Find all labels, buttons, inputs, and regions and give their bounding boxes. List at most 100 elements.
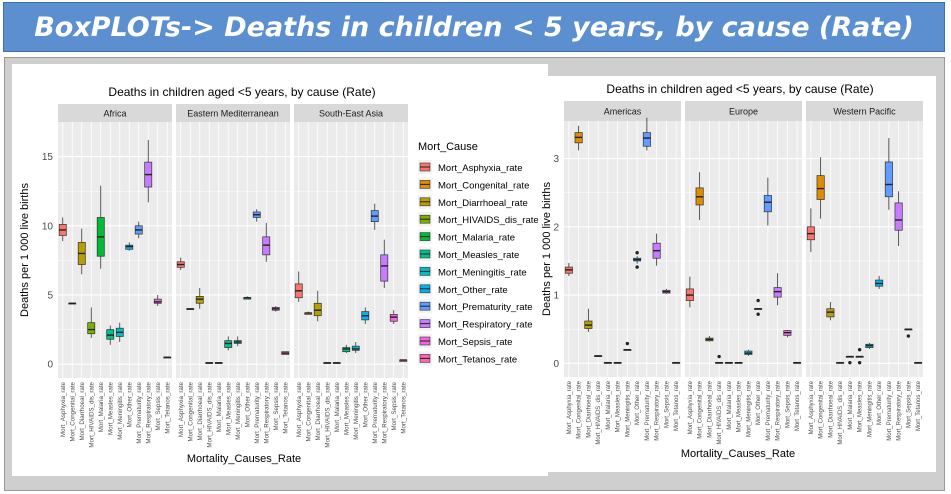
facet-strip-c1 xyxy=(564,101,681,121)
x-tick-label-c0: Mort_Diarrhoeal_rate xyxy=(79,381,86,440)
x-tick-label-c0: Mort_Measles_rate xyxy=(107,381,114,435)
outlier-point-c1 xyxy=(625,341,630,346)
panel-background-c0 xyxy=(58,122,172,378)
box-c0-africa-3 xyxy=(87,307,96,338)
box-c1-western-pacific-11 xyxy=(914,361,923,364)
box-c0-south-east-asia-11 xyxy=(399,359,408,362)
box-c0-africa-11 xyxy=(163,356,172,359)
x-tick-label-c0: Mort_HIVAIDS_dis_rate xyxy=(206,381,213,447)
y-tick-label-c1: 1 xyxy=(553,291,559,302)
box-c1-western-pacific-9 xyxy=(894,191,903,246)
box-c0-south-east-asia-9 xyxy=(380,239,389,289)
legend-title: Mort_Cause xyxy=(418,141,478,153)
box-c0-africa-2 xyxy=(77,228,86,275)
box-body xyxy=(763,195,772,213)
box-c1-americas-7 xyxy=(633,256,642,264)
legend-entry: Mort_Meningitis_rate xyxy=(438,267,527,278)
box-c1-western-pacific-5 xyxy=(855,355,864,358)
legend-entry: Mort_Malaria_rate xyxy=(438,233,515,244)
legend-entry: Mort_Sepsis_rate xyxy=(438,337,512,348)
x-tick-label-c1: Mort_Sepsis_rate xyxy=(906,380,912,428)
x-tick-label-c1: Mort_HIVAIDS_dis_rate xyxy=(596,380,602,444)
x-tick-label-c0: Mort_Tetanos_rate xyxy=(400,381,407,433)
boxplot-right: Deaths in children aged <5 years, by cau… xyxy=(538,76,936,472)
x-tick-label-c0: Mort_Congenital_rate xyxy=(305,381,312,441)
x-tick-label-c1: Mort_Malaria_rate xyxy=(848,380,854,429)
box-c1-europe-3 xyxy=(715,361,724,364)
box-body xyxy=(894,202,903,231)
box-c1-americas-9 xyxy=(652,233,661,266)
boxplot-left-svg: Deaths in children aged <5 years, by cau… xyxy=(19,85,539,465)
x-axis-label-c1: Mortality_Causes_Rate xyxy=(681,448,795,460)
box-c1-europe-1 xyxy=(695,172,704,220)
box-c1-europe-10 xyxy=(783,329,792,338)
legend-entry: Mort_Other_rate xyxy=(438,285,508,296)
legend-entry: Mort_Measles_rate xyxy=(438,250,519,261)
x-tick-label-c1: Mort_Diarrhoeal_rate xyxy=(828,380,834,437)
box-body xyxy=(884,161,893,198)
x-tick-label-c1: Mort_Tetanos_rate xyxy=(916,380,922,431)
box-c0-south-east-asia-4 xyxy=(332,362,341,364)
x-tick-label-c1: Mort_Other_rate xyxy=(877,380,883,425)
box-c0-eastern-mediterranean-4 xyxy=(214,362,223,364)
x-tick-label-c1: Mort_Prematurity_rate xyxy=(645,380,651,440)
outlier-point-c1 xyxy=(756,312,760,316)
x-tick-label-c1: Mort_Respiratory_rate xyxy=(655,380,661,440)
x-tick-label-c0: Mort_Diarrhoeal_rate xyxy=(315,381,322,440)
outlier-point-c1 xyxy=(857,347,862,352)
box-c1-europe-6 xyxy=(744,349,753,356)
x-tick-label-c1: Mort_Asphyxia_rate xyxy=(688,380,694,434)
box-c0-africa-7 xyxy=(125,242,134,251)
boxplot-left: Deaths in children aged <5 years, by cau… xyxy=(12,64,548,476)
box-c0-africa-8 xyxy=(134,221,143,239)
x-tick-label-c1: Mort_Diarrhoeal_rate xyxy=(707,380,713,437)
box-c0-south-east-asia-8 xyxy=(370,203,379,230)
chart-title-c1: Deaths in children aged <5 years, by cau… xyxy=(606,82,873,96)
box-c1-western-pacific-7 xyxy=(875,275,884,289)
x-tick-label-c1: Mort_Respiratory_rate xyxy=(776,380,782,440)
x-tick-label-c1: Mort_Measles_rate xyxy=(858,380,864,432)
x-tick-label-c0: Mort_Asphyxia_rate xyxy=(178,381,185,437)
facet-label-c0: Africa xyxy=(103,109,126,119)
x-tick-label-c1: Mort_Congenital_rate xyxy=(577,380,583,438)
chart-title-c0: Deaths in children aged <5 years, by cau… xyxy=(108,85,375,99)
box-c0-south-east-asia-5 xyxy=(342,344,351,354)
panel-background-c1 xyxy=(685,121,802,377)
x-axis-label-c0: Mortality_Causes_Rate xyxy=(187,453,301,465)
panel-background-c0 xyxy=(294,122,408,378)
facet-label-c1: Europe xyxy=(729,107,758,117)
facet-strip-c0 xyxy=(294,104,408,122)
box-c1-europe-0 xyxy=(685,276,694,308)
box-c0-eastern-mediterranean-5 xyxy=(224,336,233,351)
x-tick-label-c0: Mort_Meningitis_rate xyxy=(235,381,242,439)
x-tick-label-c1: Mort_Asphyxia_rate xyxy=(809,380,815,434)
facet-label-c0: Eastern Mediterranean xyxy=(187,109,279,119)
box-c1-europe-7 xyxy=(754,308,763,310)
box-c0-south-east-asia-6 xyxy=(351,342,360,354)
box-c0-eastern-mediterranean-2 xyxy=(195,288,204,309)
x-tick-label-c1: Mort_Prematurity_rate xyxy=(766,380,772,440)
box-c0-africa-6 xyxy=(115,322,124,343)
box-c0-eastern-mediterranean-0 xyxy=(176,257,185,271)
x-tick-label-c1: Mort_Meningitis_rate xyxy=(746,380,752,437)
box-c0-eastern-mediterranean-1 xyxy=(186,308,195,310)
x-tick-label-c0: Mort_Measles_rate xyxy=(225,381,232,435)
outlier-point-c1 xyxy=(635,251,639,255)
y-tick-label-c1: 2 xyxy=(553,222,559,233)
x-tick-label-c1: Mort_Asphyxia_rate xyxy=(567,380,573,434)
box-c1-americas-6 xyxy=(623,348,632,351)
y-tick-label-c0: 15 xyxy=(42,152,54,163)
x-tick-label-c1: Mort_HIVAIDS_dis_rate xyxy=(838,380,844,444)
legend-entry: Mort_Prematurity_rate xyxy=(438,302,533,313)
x-tick-label-c0: Mort_Sepsis_rate xyxy=(391,381,398,430)
x-tick-label-c0: Mort_Asphyxia_rate xyxy=(296,381,303,437)
x-tick-label-c1: Mort_Diarrhoeal_rate xyxy=(586,380,592,437)
outlier-point-c1 xyxy=(756,298,760,303)
panel-background-c1 xyxy=(806,121,923,377)
x-tick-label-c1: Mort_Congenital_rate xyxy=(819,380,825,438)
x-tick-label-c0: Mort_HIVAIDS_dis_rate xyxy=(324,381,331,447)
box-c0-south-east-asia-7 xyxy=(361,307,370,325)
x-tick-label-c1: Mort_Sepsis_rate xyxy=(664,380,670,428)
box-c1-western-pacific-0 xyxy=(806,208,815,253)
box-c1-europe-5 xyxy=(734,361,743,364)
